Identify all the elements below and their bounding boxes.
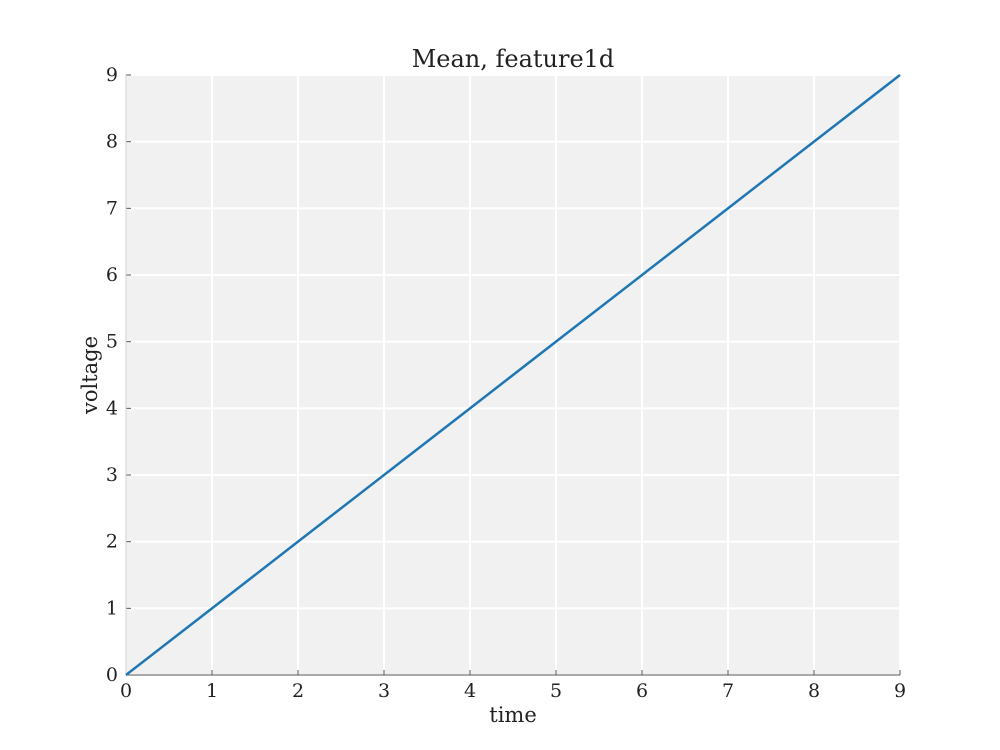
x-tick-label: 3 <box>378 680 390 702</box>
x-tick-label: 8 <box>808 680 820 702</box>
axes <box>125 74 901 676</box>
y-tick-label: 8 <box>106 131 118 153</box>
y-tick-label: 0 <box>106 664 118 686</box>
y-tick-label: 7 <box>106 197 118 219</box>
y-tick-label: 9 <box>106 64 118 86</box>
series-line-0 <box>125 74 901 676</box>
x-tick-label: 1 <box>206 680 218 702</box>
x-tick-label: 5 <box>550 680 562 702</box>
y-tick-label: 5 <box>106 331 118 353</box>
x-tick-label: 4 <box>464 680 476 702</box>
series-group <box>125 74 901 676</box>
x-tick-labels: 0 1 2 3 4 5 6 7 8 9 <box>120 680 906 702</box>
y-tick-label: 3 <box>106 464 118 486</box>
y-tick-label: 6 <box>106 264 118 286</box>
y-tick-labels: 0 1 2 3 4 5 6 7 8 9 <box>106 64 118 686</box>
y-tick-label: 2 <box>106 531 118 553</box>
y-axis-label: voltage <box>78 336 102 415</box>
y-tick-label: 1 <box>106 597 118 619</box>
x-tick-label: 2 <box>292 680 304 702</box>
x-tick-label: 7 <box>722 680 734 702</box>
x-tick-label: 9 <box>894 680 906 702</box>
x-axis-label: time <box>489 703 537 727</box>
chart-title: Mean, feature1d <box>412 45 615 73</box>
x-tick-label: 6 <box>636 680 648 702</box>
x-tick-label: 0 <box>120 680 132 702</box>
y-tick-label: 4 <box>106 397 118 419</box>
